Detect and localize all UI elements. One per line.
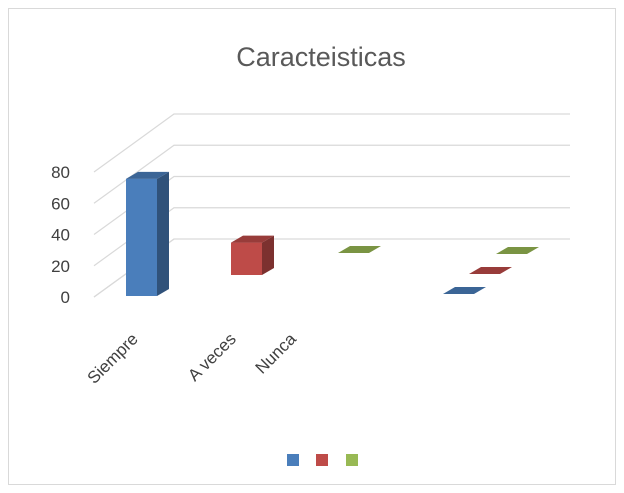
chart-title: Caracteisticas [236, 42, 406, 72]
y-tick-label: 0 [61, 288, 70, 307]
y-tick-label: 20 [51, 257, 70, 276]
bar-top [496, 247, 539, 254]
bar-top [126, 171, 169, 179]
bar [338, 246, 381, 253]
gridline [93, 113, 570, 173]
y-tick-label: 60 [51, 194, 70, 213]
bar [126, 171, 169, 296]
x-tick-label: A veces [184, 329, 240, 385]
chart-frame [8, 8, 616, 485]
legend-swatch [316, 454, 328, 466]
y-tick-label: 80 [51, 163, 70, 182]
bar-top [338, 246, 381, 253]
bar-top [469, 267, 512, 274]
bar-top [231, 235, 274, 243]
gridline [93, 144, 570, 204]
bar-front [231, 242, 262, 275]
bar [469, 267, 512, 274]
gridline [93, 175, 570, 235]
legend-swatch [287, 454, 299, 466]
y-tick-label: 40 [51, 226, 70, 245]
legend-swatch [346, 454, 358, 466]
bar [231, 235, 274, 275]
bar [443, 287, 486, 294]
bar-side [262, 235, 274, 275]
gridline [93, 207, 570, 267]
bar-side [157, 171, 169, 296]
bar-top [443, 287, 486, 294]
x-tick-label: Siempre [84, 329, 142, 387]
x-tick-label: Nunca [252, 329, 301, 378]
bar-front [126, 178, 157, 296]
bar [496, 247, 539, 254]
